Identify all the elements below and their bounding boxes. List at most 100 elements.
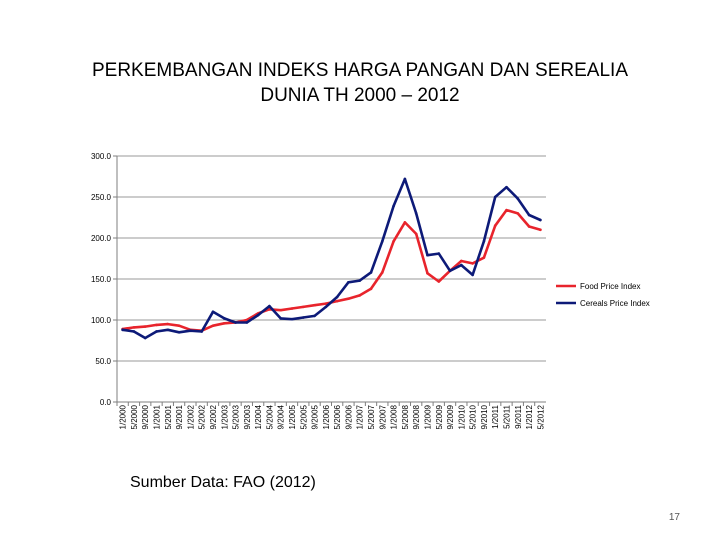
x-tick-label: 1/2000: [119, 404, 128, 429]
data-point: [279, 308, 282, 312]
x-tick-label: 1/2006: [322, 404, 331, 429]
data-point: [222, 321, 226, 325]
chart-title: PERKEMBANGAN INDEKS HARGA PANGAN DAN SER…: [60, 58, 660, 108]
y-tick-label: 100.0: [91, 316, 112, 325]
x-tick-label: 9/2008: [412, 404, 421, 429]
data-point: [403, 221, 407, 224]
data-point: [493, 224, 497, 227]
data-point: [539, 228, 542, 232]
data-point: [313, 303, 316, 307]
x-tick-label: 1/2011: [491, 404, 500, 428]
x-tick-label: 1/2001: [153, 404, 162, 429]
data-point: [369, 287, 373, 291]
data-point: [358, 294, 362, 297]
x-tick-label: 5/2011: [502, 404, 511, 428]
data-point: [527, 225, 531, 228]
data-point: [448, 269, 452, 273]
data-point: [324, 305, 328, 309]
data-point: [143, 325, 147, 328]
data-point: [471, 262, 474, 265]
data-point: [414, 232, 418, 236]
x-tick-label: 9/2011: [514, 404, 523, 428]
data-point: [234, 321, 237, 324]
x-tick-label: 1/2012: [525, 404, 534, 429]
data-point: [392, 204, 395, 208]
x-tick-label: 5/2008: [401, 404, 410, 429]
data-point: [505, 185, 508, 189]
data-point: [381, 271, 384, 274]
x-tick-label: 9/2000: [141, 404, 150, 429]
data-point: [369, 271, 373, 274]
data-point: [347, 280, 350, 284]
legend-label: Cereals Price Index: [580, 299, 650, 308]
x-tick-label: 1/2005: [288, 404, 297, 429]
x-tick-label: 5/2009: [435, 404, 444, 429]
data-point: [403, 177, 407, 181]
source-note: Sumber Data: FAO (2012): [130, 474, 316, 491]
x-tick-label: 5/2001: [164, 404, 173, 429]
data-point: [460, 263, 463, 267]
x-tick-label: 9/2002: [209, 404, 218, 429]
y-tick-label: 250.0: [91, 193, 112, 202]
x-tick-label: 1/2002: [186, 404, 195, 429]
data-point: [132, 330, 136, 333]
y-tick-label: 200.0: [91, 234, 112, 243]
data-point: [437, 252, 441, 255]
x-tick-label: 5/2007: [367, 404, 376, 429]
data-point: [414, 212, 418, 215]
data-point: [279, 317, 282, 320]
data-point: [482, 256, 486, 259]
data-point: [155, 330, 158, 333]
x-tick-label: 1/2003: [220, 404, 229, 429]
data-point: [200, 330, 203, 333]
x-tick-label: 5/2012: [536, 404, 545, 429]
data-point: [132, 326, 136, 329]
x-tick-label: 1/2007: [356, 404, 365, 429]
data-point: [505, 208, 508, 212]
data-point: [335, 295, 339, 299]
data-point: [358, 279, 362, 282]
data-point: [143, 336, 147, 340]
y-axis: 0.0 50.0 100.0 150.0 200.0 250.0 300.0: [91, 152, 118, 407]
x-tick-label: 9/2001: [175, 404, 184, 429]
x-tick-label: 9/2007: [378, 404, 387, 429]
y-tick-label: 150.0: [91, 275, 112, 284]
data-point: [301, 316, 305, 319]
data-point: [290, 317, 294, 321]
x-tick-label: 1/2009: [423, 404, 432, 429]
data-point: [460, 259, 463, 263]
x-tick-label: 9/2004: [277, 404, 286, 429]
x-axis: 1/2000 5/2000 9/2000 1/2001 5/2001 9/2001 1/20…: [116, 402, 545, 429]
series-line-food-price-index: [121, 208, 542, 333]
chart-title-line-2: DUNIA TH 2000 – 2012: [260, 85, 460, 106]
data-point: [189, 329, 192, 332]
y-tick-label: 50.0: [95, 357, 111, 366]
x-tick-label: 5/2006: [333, 404, 342, 429]
series-lines: [121, 177, 542, 340]
data-point: [166, 322, 170, 326]
data-point: [527, 213, 531, 217]
x-tick-label: 9/2005: [311, 404, 320, 429]
data-point: [121, 328, 124, 332]
data-point: [437, 280, 441, 283]
x-tick-label: 9/2010: [480, 404, 489, 429]
chart-title-line-1: PERKEMBANGAN INDEKS HARGA PANGAN DAN SER…: [91, 60, 628, 81]
y-tick-label: 0.0: [100, 398, 112, 407]
x-tick-label: 5/2003: [232, 404, 241, 429]
data-point: [222, 317, 226, 320]
data-point: [426, 253, 429, 257]
x-tick-label: 1/2008: [390, 404, 399, 429]
data-point: [482, 239, 486, 243]
x-tick-label: 9/2006: [344, 404, 353, 429]
data-point: [335, 299, 339, 303]
data-point: [471, 273, 474, 277]
x-tick-label: 9/2003: [243, 404, 252, 429]
series-line-cereals-price-index: [121, 177, 542, 340]
data-point: [211, 310, 215, 314]
x-tick-label: 9/2009: [446, 404, 455, 429]
x-tick-label: 5/2010: [469, 404, 478, 429]
data-point: [301, 305, 305, 309]
data-point: [155, 323, 158, 327]
data-point: [177, 324, 181, 328]
